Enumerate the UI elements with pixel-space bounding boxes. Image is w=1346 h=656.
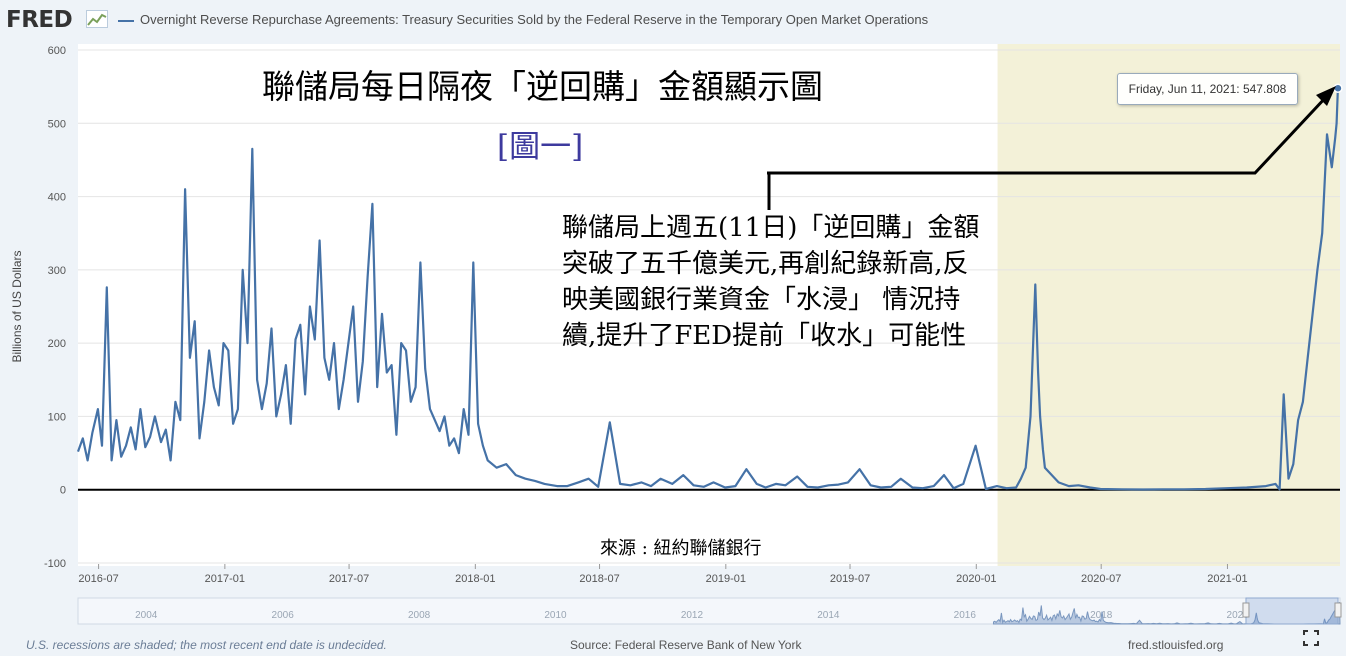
navigator-tick-label: 2004	[135, 610, 158, 621]
navigator[interactable]: 200420062008201020122014201620182020	[77, 597, 1342, 625]
x-tick-label: 2020-01	[956, 573, 996, 585]
recession-note: U.S. recessions are shaded; the most rec…	[26, 638, 387, 652]
y-tick-label: 100	[48, 411, 66, 423]
annotation-arrowhead	[1316, 86, 1336, 106]
y-axis-ticks: -100 0 100 200 300 400 500 600	[44, 45, 66, 570]
navigator-tick-label: 2006	[272, 610, 295, 621]
grid-lines	[78, 49, 1340, 564]
x-tick-label: 2017-01	[205, 573, 245, 585]
x-tick-label: 2016-07	[78, 573, 118, 585]
y-tick-label: -100	[44, 558, 66, 570]
series-line[interactable]	[76, 88, 1339, 491]
tooltip-date: Friday, Jun 11, 2021:	[1128, 82, 1240, 96]
series-title[interactable]: Overnight Reverse Repurchase Agreements:…	[140, 12, 929, 27]
x-tick-label: 2020-07	[1081, 573, 1121, 585]
annotation-line: 聯儲局上週五(11日)「逆回購」金額	[562, 213, 980, 243]
x-tick-label: 2021-01	[1207, 573, 1247, 585]
annotation-line: 續,提升了FED提前「收水」可能性	[562, 321, 967, 351]
navigator-tick-label: 2010	[544, 610, 567, 621]
fred-graph-logo-icon	[86, 10, 108, 28]
site-link[interactable]: fred.stlouisfed.org	[1128, 638, 1224, 652]
navigator-selection[interactable]	[1245, 597, 1339, 625]
y-axis-label: Billions of US Dollars	[10, 250, 24, 362]
navigator-tick-label: 2008	[408, 610, 431, 621]
source-note: Source: Federal Reserve Bank of New York	[570, 638, 802, 652]
annotation-line: 突破了五千億美元,再創紀錄新高,反	[562, 249, 969, 279]
annotation-line: 映美國銀行業資金「水浸」 情況持	[562, 285, 961, 315]
navigator-handle-right[interactable]	[1334, 602, 1342, 618]
navigator-tick-label: 2016	[954, 610, 977, 621]
y-tick-label: 400	[48, 192, 66, 204]
fred-logo[interactable]: FRED	[6, 7, 73, 33]
data-tooltip: Friday, Jun 11, 2021: 547.808	[1117, 73, 1298, 105]
y-tick-label: 0	[60, 485, 66, 497]
x-axis-ticks: 2016-07 2017-01 2017-07 2018-01 2018-07 2019-…	[78, 564, 1248, 585]
x-tick-label: 2018-01	[455, 573, 495, 585]
recession-shade	[997, 44, 1340, 566]
series-legend-swatch	[118, 20, 134, 22]
y-tick-label: 500	[48, 118, 66, 130]
navigator-tick-label: 2012	[681, 610, 704, 621]
navigator-handle-left[interactable]	[1242, 602, 1250, 618]
annotation-text: 聯儲局上週五(11日)「逆回購」金額 突破了五千億美元,再創紀錄新高,反 映美國…	[562, 210, 1048, 354]
tooltip-value: 547.808	[1242, 82, 1287, 96]
navigator-tick-label: 2020	[1227, 610, 1250, 621]
figure-label: [圖一]	[497, 129, 584, 165]
y-tick-label: 300	[48, 265, 66, 277]
x-tick-label: 2018-07	[579, 573, 619, 585]
x-tick-label: 2019-01	[706, 573, 746, 585]
chart-header: FRED Overnight Reverse Repurchase Agreem…	[0, 0, 1346, 44]
y-tick-label: 600	[48, 45, 66, 57]
fullscreen-icon[interactable]	[1303, 630, 1319, 646]
navigator-tick-label: 2014	[817, 610, 840, 621]
x-tick-label: 2017-07	[329, 573, 369, 585]
navigator-track	[77, 597, 1341, 625]
annotation-arrow-line	[767, 94, 1329, 175]
overlay-source: 來源 : 紐約聯儲銀行	[600, 538, 762, 559]
x-tick-label: 2019-07	[830, 573, 870, 585]
overlay-title: 聯儲局每日隔夜「逆回購」金額顯示圖	[262, 67, 823, 106]
y-tick-label: 200	[48, 338, 66, 350]
highlight-point[interactable]	[1333, 83, 1343, 93]
